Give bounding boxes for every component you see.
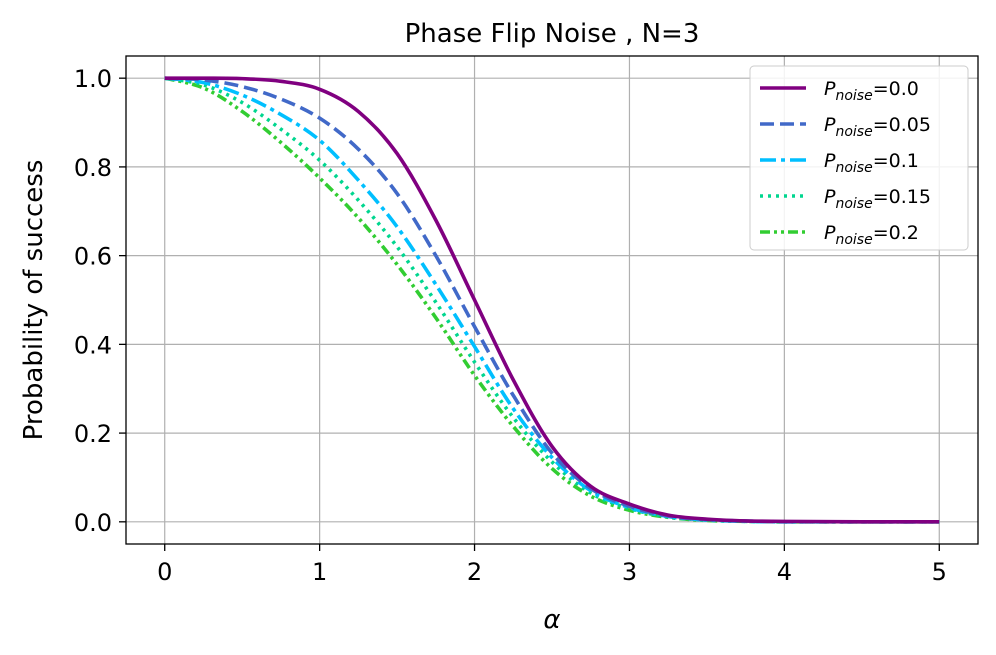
x-tick-label: 3 [622,558,637,586]
series-lines [164,76,940,524]
legend-label: Pnoise=0.1 [824,150,919,176]
y-tick-label: 0.2 [74,420,112,448]
legend-label: Pnoise=0.15 [824,186,931,212]
y-tick-label: 1.0 [74,65,112,93]
legend-label: Pnoise=0.2 [824,222,919,248]
plot-frame [125,55,979,545]
x-tick-label: 0 [157,558,172,586]
x-axis-label: α [543,605,560,635]
x-tick-label: 5 [932,558,947,586]
series-line [164,76,940,524]
series-line [164,76,940,524]
axis-ticks: 0 1 2 3 4 5 0.0 0.2 0.4 0.6 0.8 1.0 [74,65,947,586]
legend-label: Pnoise=0.0 [824,78,919,104]
y-tick-label: 0.0 [74,509,112,537]
y-tick-label: 0.6 [74,243,112,271]
y-axis-label: Probability of success [19,160,49,441]
y-tick-label: 0.4 [74,331,112,359]
y-tick-label: 0.8 [74,154,112,182]
x-tick-label: 1 [312,558,327,586]
legend-box [749,65,969,251]
legend-label: Pnoise=0.05 [824,114,931,140]
legend: Pnoise=0.0 Pnoise=0.05 Pnoise=0.1 Pnoise=0.… [749,65,969,251]
x-tick-label: 4 [777,558,792,586]
chart-title: Phase Flip Noise , N=3 [405,19,700,49]
series-line [164,76,940,524]
x-tick-label: 2 [467,558,482,586]
